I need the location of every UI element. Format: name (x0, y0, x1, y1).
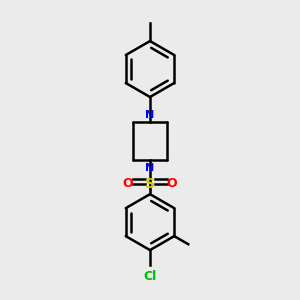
Text: O: O (123, 177, 133, 190)
Text: S: S (145, 177, 155, 191)
Text: N: N (146, 110, 154, 120)
Text: N: N (146, 163, 154, 173)
Text: O: O (167, 177, 177, 190)
Text: Cl: Cl (143, 270, 157, 283)
